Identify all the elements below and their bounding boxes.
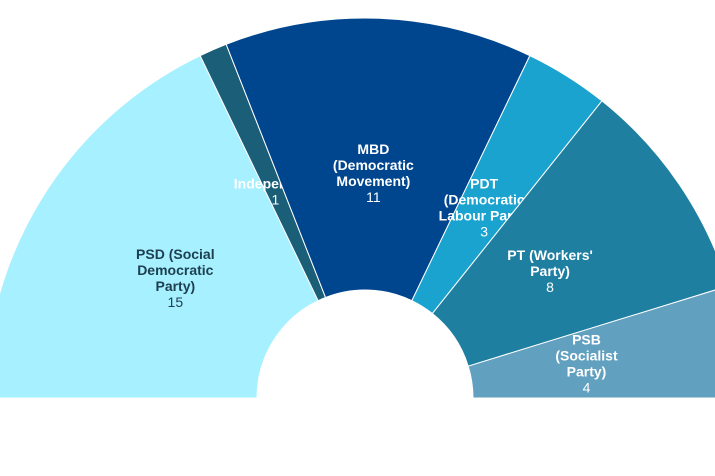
label-line: (Socialist	[555, 348, 618, 364]
label-line: Party)	[155, 278, 195, 294]
label-line: PT (Workers'	[507, 247, 593, 263]
value-label: 11	[366, 189, 381, 205]
label-line: (Democratic	[444, 191, 525, 207]
label-line: Democratic	[137, 262, 213, 278]
label-line: Party)	[567, 364, 607, 380]
label-line: MBD	[357, 141, 389, 157]
value-label: 3	[480, 223, 488, 239]
slice-label: PT (Workers' Party)	[507, 247, 593, 279]
slice-label: MBD (Democratic Movement)	[333, 141, 414, 189]
slice	[225, 17, 531, 302]
slice-label: PSB (Socialist Party)	[555, 332, 618, 380]
slice-label: PSD (Social Democratic Party)	[136, 246, 215, 294]
label-line: PDT	[470, 175, 498, 191]
value-label: 4	[583, 380, 591, 396]
label-line: Movement)	[336, 173, 410, 189]
label-line: PSD (Social	[136, 246, 215, 262]
label-line: (Democratic	[333, 157, 414, 173]
slice	[431, 100, 715, 367]
value-label: 15	[168, 294, 184, 310]
label-line: Party)	[530, 263, 570, 279]
value-label: 1	[272, 192, 280, 208]
value-label: 8	[546, 279, 554, 295]
label-line: PSB	[572, 332, 601, 348]
slice	[467, 289, 715, 399]
slice	[0, 54, 319, 399]
